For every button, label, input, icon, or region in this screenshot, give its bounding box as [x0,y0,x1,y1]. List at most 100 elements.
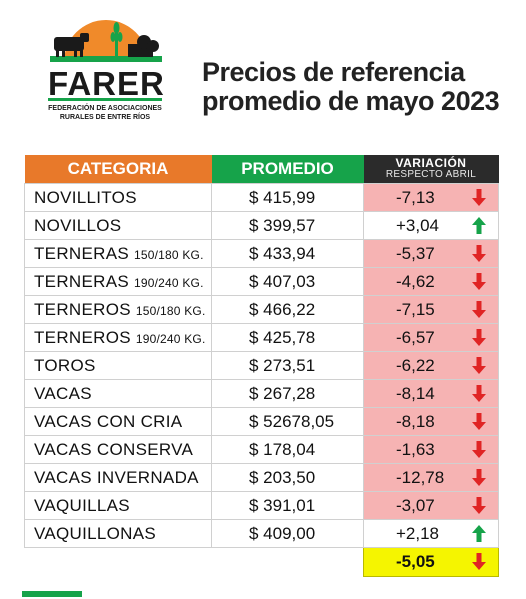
categoria-label: NOVILLOS [34,215,122,235]
title-line-1: Precios de referencia [202,57,465,87]
arrow-down-icon [472,301,486,318]
arrow-down-icon [472,329,486,346]
table-row: VAQUILLONAS $ 409,00 +2,18 [24,519,499,548]
arrow-up-icon [472,525,486,542]
cell-promedio: $ 407,03 [211,267,364,296]
table-row: TERNEROS 190/240 KG. $ 425,78 -6,57 [24,323,499,352]
arrow-down-icon [472,189,486,206]
table-header-row: CATEGORIA PROMEDIO VARIACIÓN RESPECTO AB… [24,155,499,184]
variacion-value: -3,07 [396,495,435,515]
bottom-accent-bar [22,591,82,597]
arrow-down-icon [472,441,486,458]
total-row: -5,05 [25,547,499,577]
cell-categoria: TERNEROS 150/180 KG. [24,295,212,324]
cell-promedio: $ 433,94 [211,239,364,268]
cell-variacion: -8,14 [363,379,499,408]
variacion-value: -8,14 [396,383,435,403]
cell-variacion: -4,62 [363,267,499,296]
variacion-value: -7,13 [396,187,435,207]
table-row: VACAS CON CRIA $ 52678,05 -8,18 [24,407,499,436]
total-empty-cell [212,548,364,577]
cell-promedio: $ 273,51 [211,351,364,380]
categoria-label: TERNEROS [34,299,131,319]
variacion-value: -4,62 [396,271,435,291]
cell-promedio: $ 466,22 [211,295,364,324]
header-variacion-subtitle: RESPECTO ABRIL [385,169,477,180]
cell-promedio: $ 203,50 [211,463,364,492]
categoria-label: TOROS [34,355,96,375]
table-row: TERNERAS 190/240 KG. $ 407,03 -4,62 [24,267,499,296]
table-row: VACAS CONSERVA $ 178,04 -1,63 [24,435,499,464]
prices-table: CATEGORIA PROMEDIO VARIACIÓN RESPECTO AB… [24,155,499,577]
variacion-value: -6,22 [396,355,435,375]
total-variacion-value: -5,05 [396,552,435,571]
categoria-label: VAQUILLONAS [34,523,157,543]
arrow-down-icon [472,273,486,290]
categoria-label: VACAS [34,383,92,403]
table-row: NOVILLOS $ 399,57 +3,04 [24,211,499,240]
arrow-down-icon [472,385,486,402]
arrow-down-icon [472,245,486,262]
table-row: VACAS $ 267,28 -8,14 [24,379,499,408]
arrow-down-icon [472,413,486,430]
table-row: NOVILLITOS $ 415,99 -7,13 [24,183,499,212]
svg-text:RURALES DE ENTRE RÍOS: RURALES DE ENTRE RÍOS [60,112,151,121]
cell-categoria: VAQUILLAS [24,491,212,520]
cell-promedio: $ 391,01 [211,491,364,520]
cell-categoria: TERNERAS 150/180 KG. [24,239,212,268]
categoria-label: NOVILLITOS [34,187,137,207]
cell-variacion: -7,15 [363,295,499,324]
cell-promedio: $ 267,28 [211,379,364,408]
variacion-value: +2,18 [396,523,440,543]
cell-variacion: -12,78 [363,463,499,492]
cell-variacion: -5,37 [363,239,499,268]
cell-promedio: $ 415,99 [211,183,364,212]
cell-categoria: NOVILLOS [24,211,212,240]
cell-variacion: -6,22 [363,351,499,380]
variacion-value: +3,04 [396,215,440,235]
total-empty-cell [25,548,212,577]
cell-variacion: +2,18 [363,519,499,548]
cell-promedio: $ 399,57 [211,211,364,240]
variacion-value: -8,18 [396,411,435,431]
cell-promedio: $ 178,04 [211,435,364,464]
arrow-down-icon [472,469,486,486]
cell-categoria: TERNERAS 190/240 KG. [24,267,212,296]
table-row: VAQUILLAS $ 391,01 -3,07 [24,491,499,520]
arrow-down-icon [472,497,486,514]
page-title: Precios de referencia promedio de mayo 2… [202,58,517,116]
arrow-down-icon [472,357,486,374]
svg-text:FEDERACIÓN DE ASOCIACIONES: FEDERACIÓN DE ASOCIACIONES [48,103,162,112]
cell-variacion: -3,07 [363,491,499,520]
categoria-label: VAQUILLAS [34,495,130,515]
cell-variacion: -8,18 [363,407,499,436]
cell-categoria: VACAS CONSERVA [24,435,212,464]
table-row: TOROS $ 273,51 -6,22 [24,351,499,380]
header-variacion-title: VARIACIÓN [395,156,467,170]
cell-categoria: VACAS CON CRIA [24,407,212,436]
categoria-weight-range: 190/240 KG. [134,275,204,290]
farer-logo: FARER FEDERACIÓN DE ASOCIACIONES RURALES… [44,16,166,124]
categoria-label: VACAS CONSERVA [34,439,194,459]
categoria-weight-range: 190/240 KG. [135,331,206,346]
variacion-value: -12,78 [396,467,445,487]
table-row: TERNERAS 150/180 KG. $ 433,94 -5,37 [24,239,499,268]
cell-variacion: -1,63 [363,435,499,464]
table-row: VACAS INVERNADA $ 203,50 -12,78 [24,463,499,492]
cell-categoria: VACAS INVERNADA [24,463,212,492]
cell-variacion: -6,57 [363,323,499,352]
title-line-2: promedio de mayo 2023 [202,86,500,116]
categoria-label: TERNERAS [34,271,129,291]
cell-promedio: $ 409,00 [211,519,364,548]
variacion-value: -7,15 [396,299,435,319]
cell-variacion: +3,04 [363,211,499,240]
cell-categoria: VACAS [24,379,212,408]
cell-categoria: TOROS [24,351,212,380]
cell-promedio: $ 52678,05 [211,407,364,436]
header-variacion: VARIACIÓN RESPECTO ABRIL [363,155,499,184]
variacion-value: -6,57 [396,327,435,347]
categoria-weight-range: 150/180 KG. [134,247,204,262]
arrow-up-icon [472,217,486,234]
cell-variacion: -7,13 [363,183,499,212]
variacion-value: -5,37 [396,243,435,263]
